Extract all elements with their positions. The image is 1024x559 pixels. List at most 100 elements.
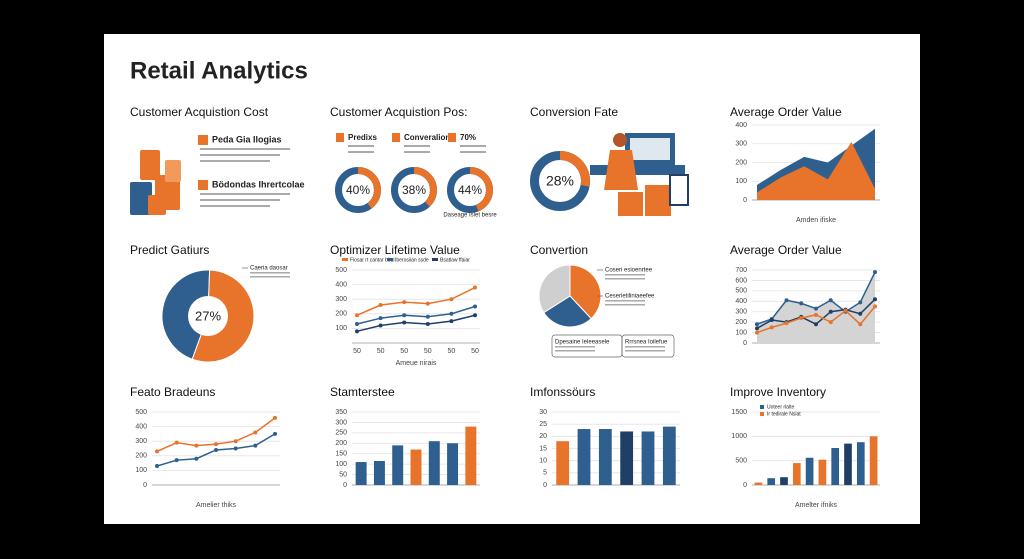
y-tick-label: 200 xyxy=(335,440,347,447)
x-axis-label: Amden ifiske xyxy=(796,217,836,224)
text-line xyxy=(200,154,280,156)
panel-title: Average Order Value xyxy=(730,105,842,119)
x-axis-label: Ameue nirais xyxy=(396,360,437,367)
text-line xyxy=(200,205,270,207)
point xyxy=(253,430,258,435)
point xyxy=(828,320,833,325)
text-line xyxy=(200,193,290,195)
panel-title: Predict Gatiurs xyxy=(130,243,209,257)
point xyxy=(355,329,359,334)
y-tick-label: 300 xyxy=(135,438,147,445)
point xyxy=(769,318,774,323)
point xyxy=(755,326,759,331)
point xyxy=(155,464,159,469)
point xyxy=(425,301,430,306)
bar xyxy=(620,431,634,485)
text-line xyxy=(348,151,374,153)
item-icon xyxy=(198,135,208,145)
point xyxy=(858,311,863,316)
screen xyxy=(630,138,670,160)
y-tick-label: 30 xyxy=(539,409,547,416)
y-tick-label: 0 xyxy=(343,482,347,489)
y-tick-label: 200 xyxy=(735,319,747,326)
bar xyxy=(355,462,367,485)
point xyxy=(425,314,430,319)
bag-icon xyxy=(140,150,160,180)
page-title: Retail Analytics xyxy=(130,57,308,84)
point xyxy=(799,315,804,320)
donut-value: 38% xyxy=(402,183,426,197)
text-line xyxy=(200,148,290,150)
point xyxy=(449,297,454,302)
point xyxy=(378,316,383,321)
point xyxy=(425,322,430,327)
pie-hole xyxy=(188,296,228,336)
y-tick-label: 0 xyxy=(543,482,547,489)
point xyxy=(402,320,407,325)
y-tick-label: 300 xyxy=(735,141,747,148)
panel-title: Customer Acquistion Pos: xyxy=(330,105,467,119)
panel-title: Stamterstee xyxy=(330,385,395,399)
center-label: 27% xyxy=(195,308,221,323)
y-tick-label: 600 xyxy=(735,277,747,284)
y-tick-label: 400 xyxy=(335,281,347,288)
legend-label: Ir tedirale Nsiat xyxy=(767,411,801,417)
person-head xyxy=(613,133,627,147)
point xyxy=(378,303,383,308)
annotation: Ceserietiliniaeefee xyxy=(605,294,655,300)
y-tick-label: 400 xyxy=(735,298,747,305)
point xyxy=(214,442,218,447)
annotation: Dpesaine Ieleeasele xyxy=(555,340,610,346)
x-tick-label: 50 xyxy=(353,348,361,355)
bar xyxy=(662,426,676,485)
area xyxy=(757,272,875,343)
point xyxy=(473,285,477,290)
item-label: Bödondas Ihrertcolae xyxy=(212,179,305,189)
text-line xyxy=(555,350,595,352)
pie-slice xyxy=(543,295,592,328)
point xyxy=(828,298,833,303)
bar xyxy=(831,448,840,485)
point xyxy=(273,415,277,420)
annotation: Rrrsnea Ioilefue xyxy=(625,340,668,346)
point xyxy=(253,443,258,448)
point xyxy=(233,439,238,444)
bar xyxy=(465,426,477,485)
y-tick-label: 400 xyxy=(735,122,747,129)
y-tick-label: 0 xyxy=(143,482,147,489)
y-tick-label: 100 xyxy=(335,461,347,468)
text-line xyxy=(605,278,645,280)
donut-arc xyxy=(470,167,493,212)
y-tick-label: 500 xyxy=(735,458,747,465)
text-line xyxy=(460,145,486,147)
point xyxy=(355,313,359,318)
point xyxy=(873,297,877,302)
annotation: Caeria daosar xyxy=(250,266,288,272)
legend-label: Uoteer rlalte xyxy=(767,404,794,410)
y-tick-label: 1000 xyxy=(731,433,747,440)
annotation-box xyxy=(621,334,675,358)
y-tick-label: 300 xyxy=(335,296,347,303)
line xyxy=(356,314,476,333)
bar xyxy=(818,459,827,485)
donut-value: 44% xyxy=(458,183,482,197)
item-icon xyxy=(198,180,208,190)
donut-value: 40% xyxy=(346,183,370,197)
category-label: Predixs xyxy=(348,133,377,142)
bar xyxy=(641,431,655,485)
point xyxy=(858,300,863,305)
y-tick-label: 700 xyxy=(735,267,747,274)
y-tick-label: 0 xyxy=(743,197,747,204)
y-tick-label: 15 xyxy=(539,445,547,452)
x-tick-label: 50 xyxy=(448,348,456,355)
bar xyxy=(428,441,440,485)
point xyxy=(194,443,199,448)
point xyxy=(233,446,238,451)
point xyxy=(473,313,477,318)
point xyxy=(769,325,774,330)
bag xyxy=(645,185,671,216)
legend-swatch xyxy=(342,258,348,261)
text-line xyxy=(404,145,430,147)
point xyxy=(755,330,759,335)
